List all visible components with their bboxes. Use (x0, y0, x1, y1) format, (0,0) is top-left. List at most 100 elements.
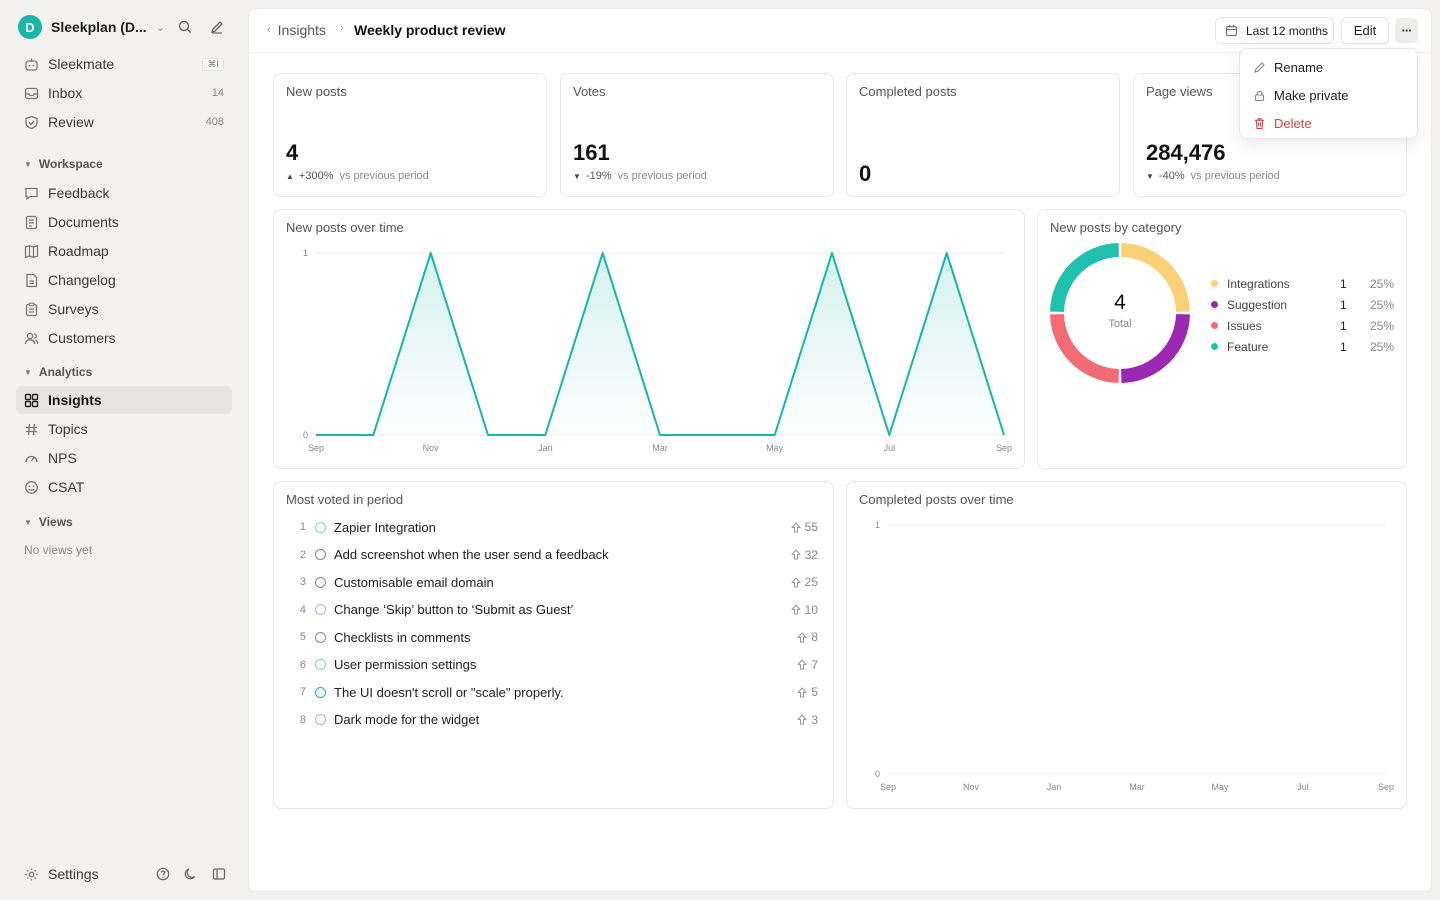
data-point[interactable] (1052, 772, 1056, 776)
section-workspace[interactable]: ▼ Workspace (24, 157, 103, 171)
data-point[interactable] (1094, 772, 1098, 776)
legend-percent: 25% (1370, 297, 1395, 312)
bot-icon (25, 58, 38, 71)
compose-icon[interactable] (209, 19, 225, 35)
data-point[interactable] (371, 433, 375, 437)
list-item[interactable]: 8 Dark mode for the widget 3 (286, 709, 818, 731)
data-point[interactable] (830, 251, 834, 255)
sidebar-item-csat[interactable]: CSAT (16, 473, 232, 501)
data-point[interactable] (1301, 772, 1305, 776)
workspace-switcher[interactable]: D Sleekplan (D... ⌄ (18, 15, 165, 39)
stat-value: 0 (859, 161, 872, 186)
list-item[interactable]: 2 Add screenshot when the user send a fee… (286, 544, 818, 566)
data-point[interactable] (928, 772, 932, 776)
upvote-icon (797, 631, 807, 643)
legend-label: Suggestion (1227, 297, 1288, 312)
chart-card-new-posts: New posts over time 0 1 Sep Nov Jan Mar May Jul… (273, 209, 1025, 469)
trash-icon (1255, 117, 1264, 129)
breadcrumb-parent[interactable]: ‹ Insights (267, 22, 326, 38)
sidebar-item-topics[interactable]: Topics (16, 415, 232, 443)
sidebar: D Sleekplan (D... ⌄ Sleekmate ⌘I Inbox 1… (0, 0, 248, 900)
list-item[interactable]: 7 The UI doesn't scroll or "scale" proper… (286, 681, 818, 703)
data-point[interactable] (543, 433, 547, 437)
sidebar-item-settings[interactable]: Settings (16, 862, 232, 886)
section-label: Views (38, 515, 73, 529)
sidebar-item-sleekmate[interactable]: Sleekmate ⌘I (16, 50, 232, 78)
list-item[interactable]: 3 Customisable email domain 25 (286, 571, 818, 593)
donut-slice[interactable] (1050, 314, 1119, 383)
x-tick-label: May (1211, 782, 1229, 792)
vote-count-value: 8 (811, 630, 818, 644)
data-point[interactable] (1002, 433, 1006, 437)
date-range-button[interactable]: Last 12 months (1215, 17, 1334, 44)
data-point[interactable] (969, 772, 973, 776)
y-tick-label: 1 (875, 520, 880, 530)
data-point[interactable] (658, 433, 662, 437)
rank-number: 2 (299, 548, 306, 561)
list-item[interactable]: 6 User permission settings 7 (286, 654, 818, 676)
donut-slice[interactable] (1121, 243, 1190, 312)
category-donut-chart (1050, 243, 1190, 383)
sidebar-item-label: Topics (48, 421, 88, 437)
data-point[interactable] (887, 433, 891, 437)
legend-label: Issues (1227, 318, 1262, 333)
sidebar-item-inbox[interactable]: Inbox 14 (16, 79, 232, 107)
pencil-icon (1254, 61, 1265, 73)
legend-item: Integrations 1 25% (1211, 273, 1394, 294)
sidebar-item-documents[interactable]: Documents (16, 208, 232, 236)
sidebar-item-changelog[interactable]: Changelog (16, 266, 232, 294)
moon-icon[interactable] (183, 866, 199, 882)
delta-value: +300% (298, 170, 334, 182)
top-bar: ‹ Insights › Weekly product review Last … (249, 9, 1431, 53)
help-icon[interactable] (155, 866, 171, 882)
donut-slice[interactable] (1121, 314, 1190, 383)
sidebar-toggle-icon[interactable] (211, 866, 227, 882)
search-icon[interactable] (177, 19, 193, 35)
sidebar-item-review[interactable]: Review 408 (16, 108, 232, 136)
data-point[interactable] (1218, 772, 1222, 776)
list-title: Most voted in period (286, 492, 404, 507)
menu-item-label: Delete (1274, 115, 1312, 131)
sidebar-item-roadmap[interactable]: Roadmap (16, 237, 232, 265)
sidebar-item-insights[interactable]: Insights (16, 386, 232, 414)
sidebar-item-label: NPS (48, 450, 77, 466)
data-point[interactable] (715, 433, 719, 437)
data-point[interactable] (1384, 772, 1388, 776)
data-point[interactable] (945, 251, 949, 255)
vote-count: 7 (797, 658, 818, 672)
section-views[interactable]: ▼ Views (24, 515, 73, 529)
sidebar-item-feedback[interactable]: Feedback (16, 179, 232, 207)
section-analytics[interactable]: ▼ Analytics (24, 365, 92, 379)
chart-title: Completed posts over time (859, 492, 1014, 507)
clipboard-icon (25, 302, 38, 316)
data-point[interactable] (314, 433, 318, 437)
rank-number: 6 (299, 658, 306, 671)
menu-item-delete[interactable]: Delete (1246, 111, 1413, 135)
data-point[interactable] (1343, 772, 1347, 776)
data-point[interactable] (1011, 772, 1015, 776)
data-point[interactable] (773, 433, 777, 437)
donut-slice[interactable] (1050, 243, 1119, 312)
data-point[interactable] (429, 251, 433, 255)
sidebar-item-surveys[interactable]: Surveys (16, 295, 232, 323)
edit-button[interactable]: Edit (1341, 17, 1389, 44)
more-options-button[interactable]: ··· (1395, 18, 1418, 43)
menu-item-rename[interactable]: Rename (1246, 55, 1413, 79)
upvote-icon (791, 576, 801, 588)
x-tick-label: Sep (308, 443, 324, 453)
data-point[interactable] (1177, 772, 1181, 776)
list-item[interactable]: 4 Change ‘Skip’ button to ‘Submit as Gues… (286, 599, 818, 621)
data-point[interactable] (486, 433, 490, 437)
category-legend: Integrations 1 25% Suggestion 1 25% Issues 1 25%… (1211, 273, 1394, 357)
data-point[interactable] (1260, 772, 1264, 776)
data-point[interactable] (886, 772, 890, 776)
stat-card-votes: Votes 161 ▼ -19% vs previous period (560, 73, 834, 197)
data-point[interactable] (601, 251, 605, 255)
menu-item-make-private[interactable]: Make private (1246, 83, 1413, 107)
legend-swatch (1211, 343, 1218, 350)
list-item[interactable]: 1 Zapier Integration 55 (286, 516, 818, 538)
sidebar-item-customers[interactable]: Customers (16, 324, 232, 352)
data-point[interactable] (1135, 772, 1139, 776)
list-item[interactable]: 5 Checklists in comments 8 (286, 626, 818, 648)
sidebar-item-nps[interactable]: NPS (16, 444, 232, 472)
